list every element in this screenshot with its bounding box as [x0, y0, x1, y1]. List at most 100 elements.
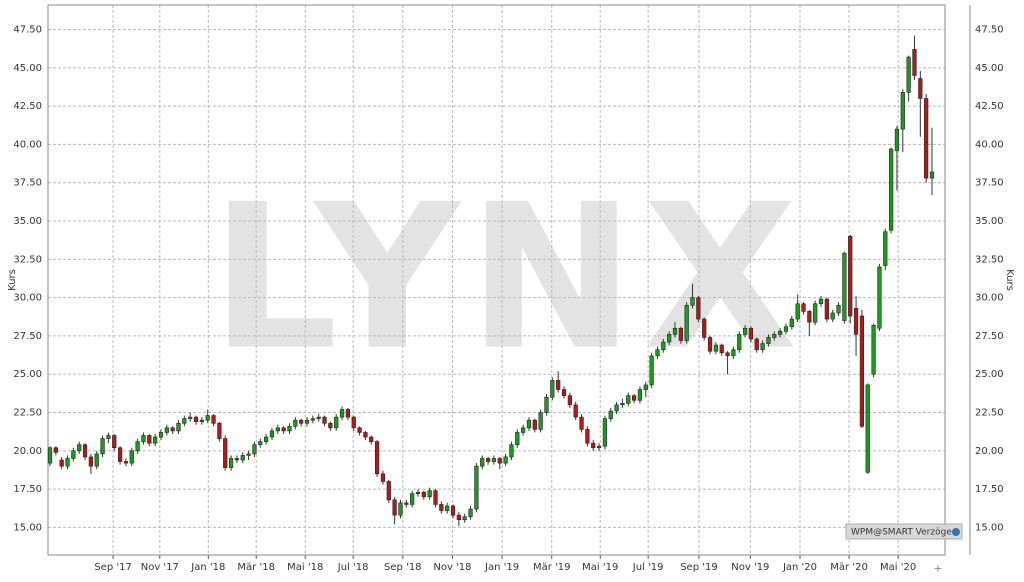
x-tick-label: Jan '18 [190, 562, 225, 573]
candle-body [363, 432, 368, 438]
candle-body [667, 334, 672, 343]
candle-body [269, 430, 275, 438]
candle-body [170, 427, 175, 432]
y-tick-label: 40.00 [13, 139, 42, 150]
candle-body [164, 427, 169, 433]
candle-body [474, 465, 479, 510]
candle-body [848, 236, 853, 317]
y-tick-label-right: 45.00 [975, 63, 1004, 74]
candle-body [129, 450, 134, 464]
candle-body [456, 514, 461, 521]
candle-body [684, 304, 689, 341]
candle-body [865, 384, 870, 473]
candle-body [602, 418, 608, 447]
candle-body [795, 303, 800, 320]
candle-body [649, 355, 654, 386]
candle-body [754, 338, 759, 351]
candle-body [351, 416, 356, 429]
candle-body [661, 341, 666, 351]
y-tick-label-right: 47.50 [975, 25, 1004, 36]
candle-body [339, 409, 345, 418]
candle-body [398, 502, 403, 516]
candle-body [614, 404, 619, 412]
y-axis-title: Kurs [7, 269, 18, 291]
candle-body [515, 432, 520, 445]
candle-body [813, 303, 818, 323]
y-tick-label-right: 40.00 [975, 139, 1004, 150]
candle-body [415, 491, 421, 495]
candle-body [240, 455, 245, 461]
candle-body [217, 422, 222, 439]
candle-body [538, 412, 543, 430]
candle-body [380, 473, 386, 482]
candle-body [567, 395, 572, 406]
candle-body [731, 349, 736, 357]
candle-body [386, 481, 391, 501]
candle-body [871, 324, 876, 375]
candle-body [334, 416, 339, 429]
candle-body [818, 298, 824, 305]
candle-body [556, 380, 561, 390]
candle-body [620, 403, 625, 406]
x-tick-label: Jan '20 [782, 562, 817, 573]
candle-body [766, 337, 771, 344]
candle-body [824, 298, 829, 320]
candle-body [906, 56, 911, 93]
candle-body [258, 441, 263, 445]
candle-body [47, 447, 53, 464]
candle-body [760, 343, 765, 351]
candle-body [889, 148, 894, 231]
y-tick-label: 27.50 [13, 331, 42, 342]
x-tick-label: Jan '19 [484, 562, 519, 573]
y-tick-label: 35.00 [13, 216, 42, 227]
y-tick-label: 30.00 [13, 293, 42, 304]
candle-body [480, 458, 485, 467]
candle-body [275, 427, 280, 432]
candle-body [328, 422, 333, 429]
y-tick-label: 17.50 [13, 484, 42, 495]
candle-body [117, 447, 123, 462]
y-tick-label: 42.50 [13, 101, 42, 112]
x-tick-label: Mär '20 [830, 562, 868, 573]
candle-body [713, 344, 718, 352]
candle-body [468, 508, 473, 517]
candle-body [748, 327, 754, 340]
candle-body [77, 444, 82, 452]
candle-body [59, 459, 64, 467]
candle-body [631, 395, 637, 401]
candle-body [912, 49, 917, 76]
candle-body [252, 444, 257, 455]
candle-body [310, 418, 315, 421]
candle-body [141, 435, 146, 442]
candle-body [228, 458, 234, 468]
candle-body [853, 308, 859, 335]
candle-body [316, 416, 321, 419]
candle-body [894, 128, 900, 151]
candle-body [544, 396, 549, 413]
candle-body [783, 326, 789, 332]
candle-body [561, 389, 567, 396]
candle-body [147, 435, 152, 444]
y-tick-label-right: 20.00 [975, 446, 1004, 457]
x-tick-label: Sep '18 [384, 562, 422, 573]
candle-body [410, 493, 415, 505]
candle-body [485, 458, 491, 462]
candle-body [497, 458, 502, 464]
candle-body [223, 438, 228, 468]
y-tick-label: 37.50 [13, 178, 42, 189]
candle-body [450, 505, 456, 516]
y-tick-label-right: 42.50 [975, 101, 1004, 112]
x-tick-label: Mär '18 [237, 562, 275, 573]
candle-body [433, 490, 438, 505]
candle-body [778, 331, 783, 335]
candle-body [94, 453, 99, 467]
candle-body [112, 435, 117, 449]
candle-body [193, 416, 199, 423]
candle-body [281, 427, 286, 432]
add-button[interactable]: + [933, 562, 942, 575]
y-tick-label-right: 22.50 [975, 408, 1004, 419]
x-tick-label: Sep '19 [680, 562, 718, 573]
candle-body [357, 427, 362, 433]
candle-body [883, 231, 888, 266]
